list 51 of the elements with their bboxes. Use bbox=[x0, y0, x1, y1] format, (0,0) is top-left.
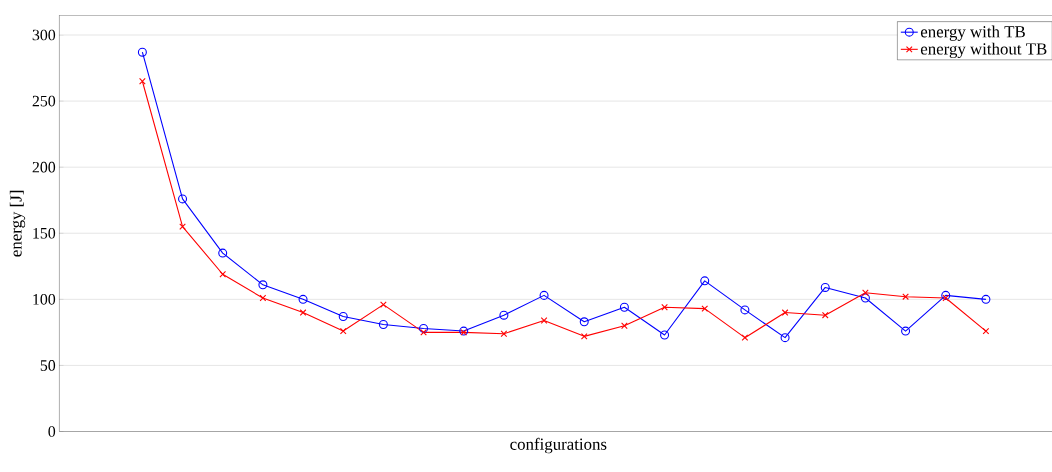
point bbox=[741, 334, 749, 341]
point bbox=[299, 309, 307, 316]
point bbox=[781, 309, 789, 316]
y-tick-label: 50 bbox=[40, 359, 56, 371]
legend-label: energy with TB bbox=[920, 25, 1025, 41]
point bbox=[218, 248, 228, 258]
point bbox=[540, 316, 548, 324]
point bbox=[338, 311, 348, 321]
y-tick-label: 0 bbox=[48, 425, 56, 437]
point bbox=[259, 294, 267, 302]
point bbox=[941, 290, 951, 300]
point bbox=[619, 302, 629, 312]
point bbox=[942, 294, 950, 302]
point bbox=[982, 327, 990, 335]
point bbox=[419, 323, 429, 333]
point bbox=[378, 319, 388, 329]
point bbox=[902, 293, 909, 300]
point bbox=[821, 311, 829, 319]
point bbox=[178, 194, 188, 204]
point bbox=[860, 293, 870, 303]
point bbox=[901, 326, 911, 336]
point bbox=[179, 223, 186, 230]
point bbox=[500, 330, 508, 337]
x-axis-title: configurations bbox=[510, 437, 607, 454]
y-tick-label: 300 bbox=[32, 29, 56, 41]
point bbox=[701, 305, 709, 312]
point bbox=[661, 303, 668, 311]
point bbox=[862, 289, 869, 296]
point bbox=[820, 282, 830, 292]
point bbox=[700, 276, 710, 286]
point bbox=[579, 317, 589, 327]
y-tick-label: 250 bbox=[32, 95, 56, 107]
point bbox=[139, 77, 146, 85]
point bbox=[219, 270, 227, 278]
y-tick-label: 150 bbox=[33, 227, 56, 239]
point bbox=[740, 305, 750, 315]
point bbox=[580, 332, 588, 340]
y-tick-label: 100 bbox=[33, 293, 56, 305]
point bbox=[137, 47, 147, 57]
y-tick-label: 200 bbox=[32, 161, 56, 173]
point bbox=[621, 322, 628, 329]
point bbox=[339, 327, 347, 335]
point bbox=[258, 280, 268, 290]
point bbox=[298, 294, 308, 304]
point bbox=[981, 294, 991, 304]
y-axis-title: energy [J] bbox=[9, 190, 26, 257]
point bbox=[499, 310, 509, 320]
legend-label: energy without TB bbox=[920, 42, 1047, 58]
point bbox=[780, 332, 790, 342]
point bbox=[539, 290, 549, 300]
point bbox=[660, 330, 670, 340]
